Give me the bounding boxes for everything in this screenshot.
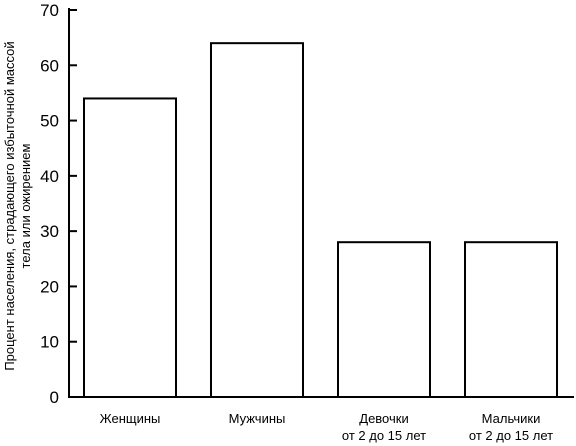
bar [210,42,304,399]
category-label: от 2 до 15 лет [342,428,426,443]
y-tick-label: 10 [40,333,59,352]
bar [464,241,558,398]
bars [83,42,558,399]
category-label: Женщины [100,411,161,426]
bar [83,97,177,398]
category-labels: Женщины Мужчины Девочки от 2 до 15 лет Мальч… [100,411,554,443]
axes [68,8,574,398]
category-label: от 2 до 15 лет [469,428,553,443]
y-axis-title: Процент населения, страдающего избыточно… [2,41,33,370]
y-axis-ticks: 0 10 20 30 40 50 60 70 [40,1,77,407]
y-tick-label: 70 [40,1,59,20]
category-label: Девочки [359,411,408,426]
y-tick-label: 20 [40,277,59,296]
y-tick-label: 0 [50,388,59,407]
y-tick-label: 50 [40,112,59,131]
y-tick-label: 60 [40,56,59,75]
y-axis-title-line: тела или ожирением [18,144,33,269]
category-label: Мальчики [482,411,541,426]
bar [337,241,431,398]
y-tick-label: 40 [40,167,59,186]
category-label: Мужчины [229,411,286,426]
y-tick-label: 30 [40,222,59,241]
y-axis-title-line: Процент населения, страдающего избыточно… [2,41,17,370]
